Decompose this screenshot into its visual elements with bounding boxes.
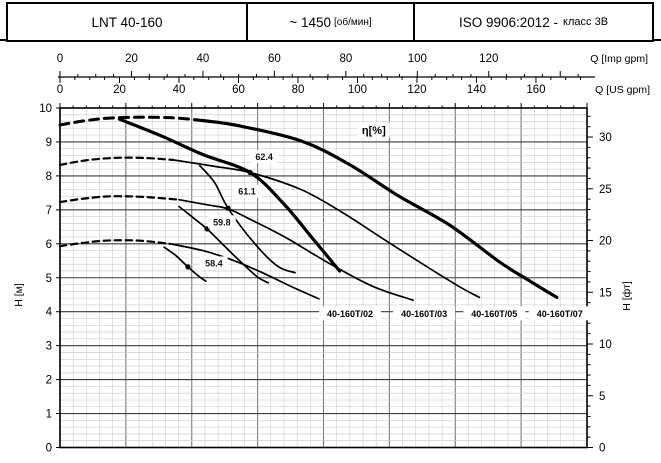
curve-label-box-40-160t-07 — [528, 306, 591, 321]
top-imp-tick-label: 20 — [125, 53, 138, 65]
efficiency-value-label: 62.4 — [255, 152, 273, 162]
efficiency-line-3 — [178, 205, 270, 284]
curve-dashed-40-160t-02 — [58, 239, 172, 248]
efficiency-value-label: 61.1 — [238, 187, 256, 197]
curve-dashed-40-160t-07 — [58, 115, 199, 127]
left-axis-tick-label: 6 — [46, 239, 52, 251]
top-us-tick-label: 80 — [292, 84, 305, 96]
curve-label-40-160t-07: 40-160T/07 — [537, 309, 583, 319]
right-axis-tick-label: 10 — [599, 339, 612, 351]
left-axis-title: H [м] — [13, 283, 25, 307]
standard-class: класс 3В — [563, 16, 609, 28]
efficiency-value-box — [200, 256, 228, 270]
top-imp-tick-label: 80 — [339, 53, 352, 65]
left-axis-tick-label: 5 — [46, 273, 52, 285]
pump-speed: ~ 1450 — [289, 14, 332, 30]
eta-axis-label: η[%] — [362, 125, 386, 137]
curve-dashed-40-160t-05 — [58, 156, 175, 167]
bep-dot — [185, 264, 191, 270]
top-us-tick-label: 40 — [173, 84, 186, 96]
curve-label-40-160t-03: 40-160T/03 — [401, 309, 447, 319]
curve-solid-40-160t-02 — [169, 242, 320, 300]
right-axis-title: H [фт] — [621, 281, 633, 311]
efficiency-value-box — [208, 215, 236, 229]
top-us-axis-title: Q [US gpm] — [595, 84, 650, 96]
left-axis-tick-label: 0 — [46, 443, 52, 455]
efficiency-value-label: 58.4 — [205, 258, 223, 268]
top-imp-tick-label: 40 — [197, 53, 210, 65]
efficiency-value-box — [250, 150, 278, 164]
curve-label-box-40-160t-02 — [319, 306, 382, 321]
top-imp-axis-title: Q [Imp gpm] — [590, 53, 648, 65]
pump-speed-unit: [об/мин] — [334, 16, 372, 28]
curve-solid-40-160t-03 — [178, 198, 414, 302]
pump-speed-cell: ~ 1450 [об/мин] — [248, 4, 415, 40]
right-axis-tick-label: 30 — [599, 132, 612, 144]
left-axis-tick-label: 7 — [46, 205, 52, 217]
title-bar: LNT 40-160 ~ 1450 [об/мин] ISO 9906:2012… — [6, 2, 654, 42]
curve-solid-40-160t-07 — [195, 118, 559, 299]
left-axis-tick-label: 2 — [46, 375, 52, 387]
curve-label-box-40-160t-03 — [393, 306, 456, 321]
left-axis-tick-label: 8 — [46, 171, 52, 183]
right-axis-tick-label: 0 — [599, 443, 605, 455]
efficiency-value-box — [233, 184, 261, 198]
bep-dot — [247, 169, 253, 176]
curve-solid-40-160t-05 — [172, 159, 481, 299]
right-axis-tick-label: 5 — [599, 391, 605, 403]
bep-dot — [225, 205, 231, 211]
right-axis-tick-label: 20 — [599, 236, 612, 248]
standard-cell: ISO 9906:2012 - класс 3В — [415, 4, 652, 40]
left-axis-tick-label: 9 — [46, 137, 52, 149]
eta-label-box — [357, 122, 390, 138]
pump-model-cell: LNT 40-160 — [8, 4, 248, 40]
top-imp-tick-label: 60 — [268, 53, 281, 65]
left-axis-tick-label: 4 — [46, 307, 53, 319]
curve-label-box-40-160t-05 — [463, 306, 526, 321]
top-imp-tick-label: 0 — [57, 53, 63, 65]
left-axis-tick-label: 3 — [46, 341, 52, 353]
top-us-tick-label: 0 — [57, 84, 63, 96]
curve-label-40-160t-05: 40-160T/05 — [471, 309, 517, 319]
standard-name: ISO 9906:2012 - — [458, 14, 559, 30]
left-axis-tick-label: 1 — [46, 409, 52, 421]
top-us-tick-label: 160 — [526, 84, 545, 96]
top-us-tick-label: 20 — [113, 84, 126, 96]
top-us-tick-label: 120 — [407, 84, 426, 96]
curve-label-40-160t-02: 40-160T/02 — [327, 309, 373, 319]
pump-model: LNT 40-160 — [91, 14, 163, 30]
right-axis-tick-label: 25 — [599, 184, 612, 196]
top-us-tick-label: 60 — [232, 84, 245, 96]
top-imp-tick-label: 100 — [408, 53, 427, 65]
left-axis-tick-label: 10 — [39, 103, 52, 115]
right-axis-tick-label: 15 — [599, 287, 612, 299]
top-imp-tick-label: 120 — [479, 53, 498, 65]
top-us-tick-label: 100 — [348, 84, 367, 96]
curve-dashed-40-160t-03 — [58, 195, 181, 204]
efficiency-line-2 — [198, 164, 296, 274]
top-us-tick-label: 140 — [467, 84, 486, 96]
efficiency-value-label: 59.8 — [213, 217, 231, 227]
